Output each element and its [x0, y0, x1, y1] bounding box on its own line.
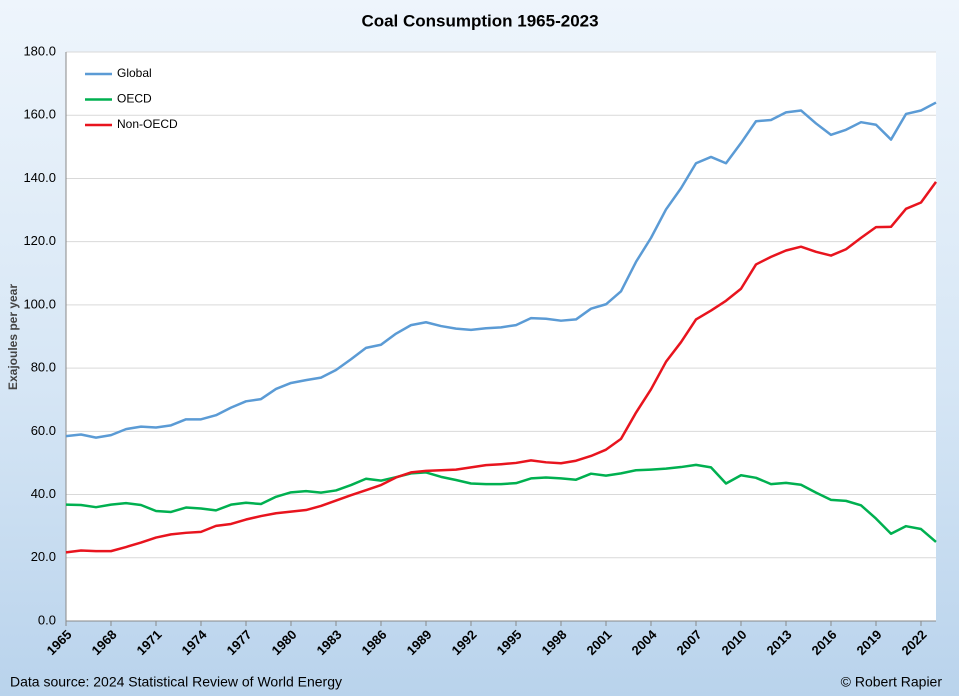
plot-area — [66, 52, 936, 621]
legend-label: Global — [117, 66, 152, 80]
series-line — [65, 101, 937, 439]
legend-label: Non-OECD — [117, 117, 178, 131]
x-tick-label: 2022 — [898, 627, 929, 658]
y-tick-label: 0.0 — [38, 612, 56, 627]
x-tick-label: 1968 — [88, 627, 119, 658]
x-tick-label: 1983 — [313, 627, 344, 658]
y-axis-label: Exajoules per year — [6, 284, 20, 390]
x-tick-label: 1992 — [448, 627, 479, 658]
x-tick-label: 1995 — [493, 627, 524, 658]
x-tick-label: 2004 — [628, 626, 660, 658]
series-line — [65, 181, 938, 554]
x-tick-label: 1971 — [133, 627, 164, 658]
x-tick-label: 2001 — [583, 627, 614, 658]
x-tick-label: 2013 — [763, 627, 794, 658]
series-line — [65, 463, 937, 543]
y-tick-label: 80.0 — [31, 360, 56, 375]
x-tick-label: 1989 — [403, 627, 434, 658]
x-tick-label: 2010 — [718, 627, 749, 658]
y-tick-label: 180.0 — [23, 43, 56, 58]
y-tick-label: 100.0 — [23, 296, 56, 311]
x-tick-label: 1977 — [223, 627, 254, 658]
x-tick-label: 1998 — [538, 627, 569, 658]
legend-label: OECD — [117, 92, 152, 106]
x-tick-label: 1974 — [178, 626, 210, 658]
source-note: Data source: 2024 Statistical Review of … — [10, 674, 342, 690]
y-tick-label: 60.0 — [31, 423, 56, 438]
x-tick-label: 2007 — [673, 627, 704, 658]
chart-title: Coal Consumption 1965-2023 — [361, 11, 598, 30]
y-tick-label: 160.0 — [23, 107, 56, 122]
x-tick-label: 2019 — [853, 627, 884, 658]
x-tick-label: 1986 — [358, 627, 389, 658]
y-tick-label: 120.0 — [23, 233, 56, 248]
x-tick-label: 2016 — [808, 627, 839, 658]
y-tick-label: 20.0 — [31, 549, 56, 564]
credit: © Robert Rapier — [841, 674, 943, 690]
y-tick-label: 140.0 — [23, 170, 56, 185]
y-tick-label: 40.0 — [31, 486, 56, 501]
x-tick-label: 1980 — [268, 627, 299, 658]
x-tick-label: 1965 — [43, 627, 74, 658]
